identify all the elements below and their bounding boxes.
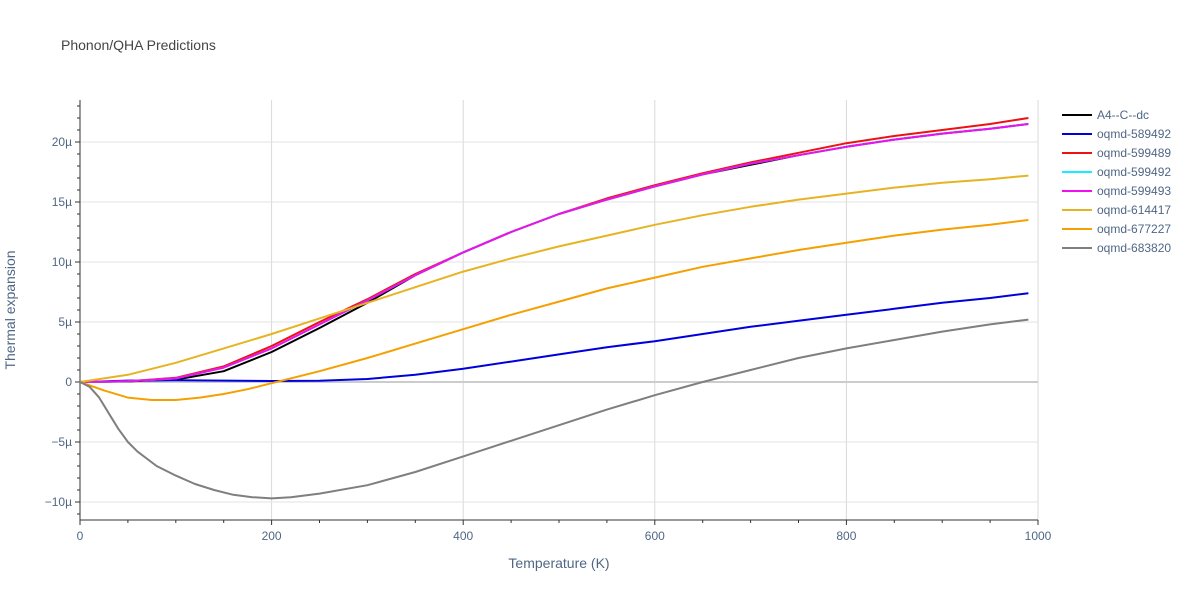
legend-label: oqmd-599492 — [1097, 165, 1171, 179]
legend-label: oqmd-683820 — [1097, 241, 1171, 255]
y-tick-label: 10µ — [52, 255, 72, 269]
series-line-oqmd-599492 — [79, 123, 1029, 383]
legend-label: oqmd-677227 — [1097, 222, 1171, 236]
y-axis-title: Thermal expansion — [2, 250, 18, 369]
series-line-oqmd-599493 — [79, 123, 1029, 383]
x-axis-ticks: 0 200 400 600 800 1000 — [77, 529, 1052, 543]
legend: A4--C--dc oqmd-589492 oqmd-599489 oqmd-5994… — [1062, 108, 1171, 255]
x-tick-label: 400 — [453, 529, 473, 543]
y-tick-label: −10µ — [45, 495, 72, 509]
legend-label: oqmd-599493 — [1097, 184, 1171, 198]
x-tick-label: 800 — [836, 529, 856, 543]
chart-title: Phonon/QHA Predictions — [61, 37, 216, 53]
series-line-A4--C--dc — [79, 123, 1029, 383]
legend-label: oqmd-599489 — [1097, 146, 1171, 160]
series-line-oqmd-589492 — [79, 292, 1029, 383]
grid-lines — [80, 100, 1039, 520]
x-tick-label: 0 — [77, 529, 84, 543]
series-line-oqmd-614417 — [79, 174, 1029, 383]
legend-label: oqmd-614417 — [1097, 203, 1171, 217]
y-tick-label: 0 — [65, 375, 72, 389]
x-tick-label: 1000 — [1025, 529, 1052, 543]
axes — [75, 100, 1039, 525]
series-line-oqmd-683820 — [79, 318, 1029, 500]
y-tick-label: 15µ — [52, 195, 72, 209]
x-tick-label: 600 — [645, 529, 665, 543]
y-axis-ticks: −10µ −5µ 0 5µ 10µ 15µ 20µ — [45, 135, 73, 509]
y-tick-label: 5µ — [58, 315, 72, 329]
y-tick-label: −5µ — [51, 435, 72, 449]
legend-label: A4--C--dc — [1097, 108, 1149, 122]
series-line-oqmd-677227 — [79, 219, 1029, 401]
plot-area — [79, 117, 1029, 500]
x-axis-title: Temperature (K) — [508, 555, 609, 571]
legend-label: oqmd-589492 — [1097, 127, 1171, 141]
y-tick-label: 20µ — [52, 135, 72, 149]
x-tick-label: 200 — [262, 529, 282, 543]
